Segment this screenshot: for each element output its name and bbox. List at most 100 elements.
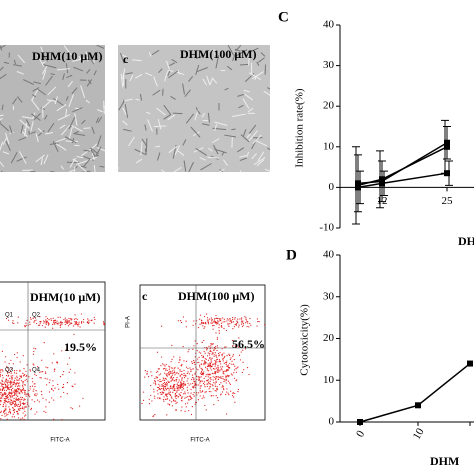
event [23, 389, 25, 391]
event [211, 353, 213, 355]
event [225, 363, 227, 365]
event [211, 343, 213, 345]
event [181, 400, 183, 402]
cell [153, 76, 158, 87]
event [216, 337, 219, 339]
event [237, 318, 239, 320]
event [154, 395, 156, 397]
event [66, 382, 69, 384]
event [76, 318, 78, 321]
event [29, 317, 32, 319]
event [240, 321, 243, 323]
flow-frame [139, 284, 266, 421]
event [24, 379, 26, 382]
event [80, 313, 83, 315]
event [169, 404, 171, 406]
event [68, 371, 70, 373]
event [5, 399, 7, 402]
event [42, 371, 44, 373]
event [202, 325, 204, 327]
event [162, 379, 164, 382]
event [164, 372, 166, 374]
event [165, 381, 168, 384]
event [15, 394, 18, 396]
cell [0, 170, 4, 172]
event [199, 382, 201, 384]
event [4, 361, 6, 363]
event [215, 332, 217, 334]
event [52, 385, 54, 387]
event [176, 376, 178, 379]
cell [237, 147, 245, 153]
event [33, 321, 35, 323]
cell [192, 131, 200, 137]
event [223, 380, 225, 383]
event [189, 395, 191, 397]
event [234, 323, 236, 326]
event [50, 318, 52, 320]
event [5, 408, 7, 410]
event [204, 366, 207, 368]
event [166, 395, 168, 398]
event [7, 427, 8, 428]
event [26, 393, 28, 395]
cell [182, 83, 185, 95]
event [205, 362, 207, 364]
event [181, 382, 183, 385]
event [200, 319, 203, 321]
event [45, 372, 47, 374]
event [178, 389, 180, 391]
event [28, 393, 30, 396]
cell [183, 160, 187, 172]
event [210, 378, 212, 380]
event [17, 412, 19, 414]
cell [31, 113, 41, 121]
event [67, 321, 69, 323]
event [237, 366, 239, 368]
event [0, 411, 2, 414]
event [9, 392, 11, 394]
quadrant: Q4 [32, 368, 41, 374]
event [53, 321, 55, 323]
event [204, 404, 206, 407]
event [47, 367, 49, 369]
event [57, 316, 59, 318]
cell [33, 81, 41, 85]
event [222, 370, 224, 373]
event [199, 364, 201, 366]
event [46, 378, 48, 380]
cell [184, 89, 191, 97]
event [62, 374, 64, 376]
event [154, 377, 156, 380]
event [192, 324, 194, 326]
event [30, 407, 33, 409]
cell [212, 138, 220, 144]
event [221, 355, 223, 357]
event [28, 376, 30, 378]
event [168, 393, 170, 395]
event [39, 322, 41, 324]
event [156, 351, 159, 353]
event [5, 379, 8, 381]
event [212, 349, 215, 351]
event [23, 398, 25, 400]
event [142, 391, 145, 393]
event [10, 396, 12, 398]
event [32, 381, 34, 383]
event [162, 387, 165, 389]
event [200, 352, 202, 354]
event [16, 390, 18, 392]
event [216, 388, 218, 390]
event [197, 327, 200, 329]
event [214, 362, 217, 364]
event [193, 359, 195, 362]
event [171, 378, 173, 380]
event [224, 321, 226, 323]
event [196, 320, 198, 322]
cell [47, 122, 55, 133]
event [12, 363, 14, 365]
event [174, 384, 176, 386]
cell [122, 54, 127, 58]
cell [87, 55, 95, 65]
event [160, 356, 163, 358]
